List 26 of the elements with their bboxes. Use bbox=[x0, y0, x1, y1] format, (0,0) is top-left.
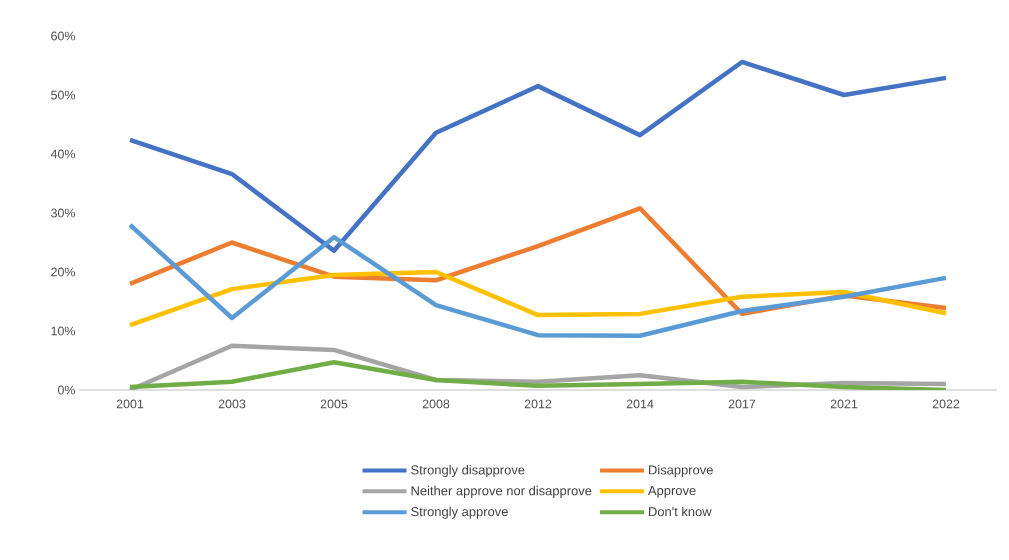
legend-label: Neither approve nor disapprove bbox=[411, 485, 592, 498]
y-tick-label: 40% bbox=[50, 149, 76, 159]
y-tick-label: 50% bbox=[51, 90, 76, 100]
line-series bbox=[127, 222, 949, 338]
y-tick-label: 30% bbox=[51, 208, 76, 218]
line-series bbox=[127, 59, 949, 254]
legend-label: Strongly disapprove bbox=[411, 464, 525, 478]
line-series bbox=[127, 269, 949, 328]
legend-label: Don't know bbox=[649, 506, 712, 517]
y-tick-label: 20% bbox=[51, 267, 76, 277]
y-tick-label: 10% bbox=[51, 326, 76, 336]
x-tick-label: 2008 bbox=[422, 399, 450, 409]
legend-label: Approve bbox=[647, 486, 696, 498]
x-tick-label: 2014 bbox=[626, 399, 654, 409]
x-tick-label: 2001 bbox=[116, 399, 144, 409]
y-tick-label: 60% bbox=[51, 31, 76, 41]
x-tick-label: 2005 bbox=[320, 399, 348, 409]
y-tick-label: 0% bbox=[57, 385, 76, 395]
x-tick-label: 2003 bbox=[218, 399, 246, 409]
legend-label: Disapprove bbox=[649, 464, 713, 478]
line-series bbox=[127, 360, 949, 390]
x-tick-label: 2012 bbox=[524, 399, 552, 409]
legend-label: Strongly approve bbox=[411, 506, 508, 519]
x-tick-label: 2021 bbox=[830, 399, 858, 409]
x-tick-label: 2017 bbox=[728, 399, 756, 409]
x-tick-label: 2022 bbox=[932, 399, 960, 409]
